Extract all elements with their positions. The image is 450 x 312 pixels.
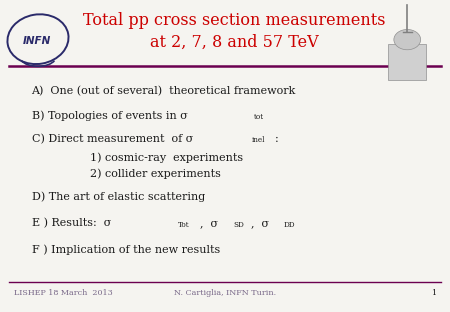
Text: 1: 1 [432, 289, 436, 297]
Text: A)  One (out of several)  theoretical framework: A) One (out of several) theoretical fram… [32, 86, 296, 96]
Text: D) The art of elastic scattering: D) The art of elastic scattering [32, 192, 205, 202]
Text: E ) Results:  σ: E ) Results: σ [32, 218, 111, 229]
Text: C) Direct measurement  of σ: C) Direct measurement of σ [32, 134, 193, 144]
Text: 1) cosmic-ray  experiments: 1) cosmic-ray experiments [90, 153, 243, 163]
Text: F ) Implication of the new results: F ) Implication of the new results [32, 245, 220, 256]
Text: B) Topologies of events in σ: B) Topologies of events in σ [32, 111, 187, 121]
Text: ,  σ: , σ [200, 218, 218, 228]
Text: INFN: INFN [22, 36, 51, 46]
Ellipse shape [394, 30, 421, 50]
Text: LISHEP 18 March  2013: LISHEP 18 March 2013 [14, 289, 112, 297]
Text: Tot: Tot [178, 221, 189, 229]
Text: DD: DD [284, 221, 295, 229]
Text: 2) collider experiments: 2) collider experiments [90, 168, 221, 179]
Text: ,  σ: , σ [251, 218, 269, 228]
Text: tot: tot [254, 113, 265, 121]
Text: :: : [274, 134, 278, 144]
FancyBboxPatch shape [388, 44, 427, 80]
Text: inel: inel [252, 136, 266, 144]
Text: Total pp cross section measurements
at 2, 7, 8 and 57 TeV: Total pp cross section measurements at 2… [83, 12, 385, 51]
Text: N. Cartiglia, INFN Turin.: N. Cartiglia, INFN Turin. [174, 289, 276, 297]
Text: SD: SD [233, 221, 244, 229]
